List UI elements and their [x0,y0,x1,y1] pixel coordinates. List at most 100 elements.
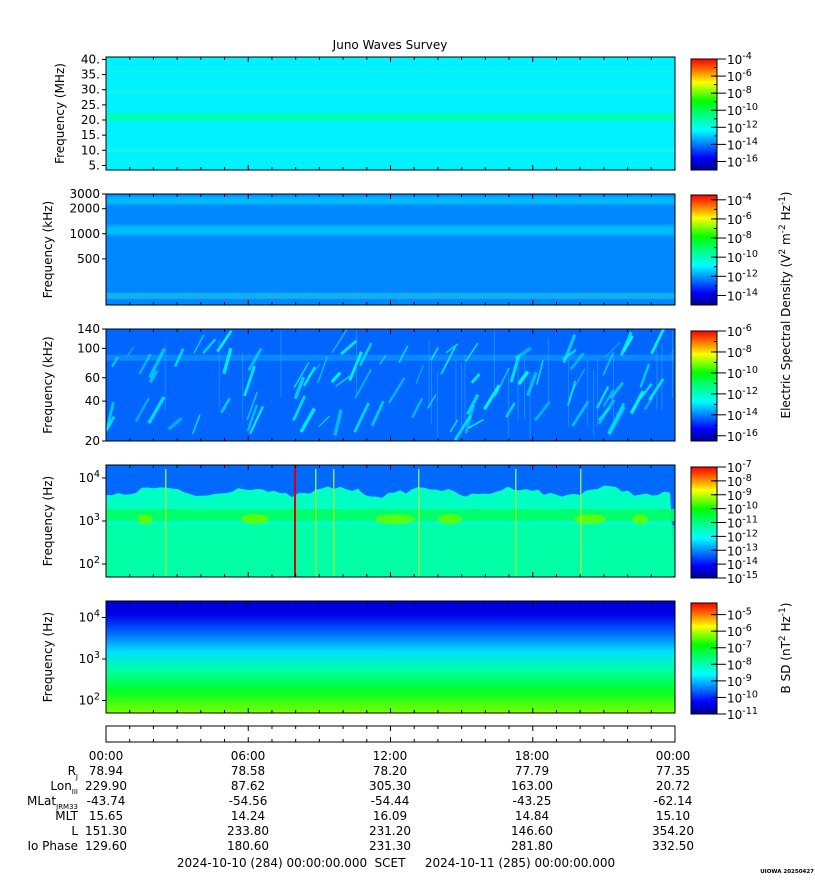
ephemeris-value: 129.60 [85,839,127,853]
y-tick-label: 60 [85,371,100,385]
ephemeris-value: -43.25 [513,794,552,808]
y-tick-label: 100 [77,341,100,355]
colorbar-tick-label: 10-16 [727,153,758,169]
colorbar-tick-label: 10-8 [727,344,752,360]
ephemeris-value: 78.58 [231,764,265,778]
ephemeris-value: -43.74 [87,794,126,808]
colorbar-tick-label: 10-9 [727,673,752,689]
ephemeris-value: 281.80 [511,839,553,853]
y-tick-label: 20 [85,434,100,448]
colorbar-label-electric: Electric Spectral Density (V2 m-2 Hz-1) [778,191,793,418]
time-tick-label: 00:00 [89,749,124,763]
y-axis-label: Frequency (Hz) [41,612,55,703]
colorbar-label-magnetic: B SD (nT2 Hz-1) [778,603,793,694]
colorbar-tick-label: 10-15 [727,570,758,586]
ephemeris-value: 231.20 [369,824,411,838]
scet-range-end: 2024-10-11 (285) 00:00:00.000 [425,856,615,870]
spectrogram-3 [106,329,675,441]
spectrogram-1 [106,57,675,170]
colorbar-tick-label: 10-4 [727,51,752,67]
burst-spike [294,465,296,577]
emission-band [106,113,675,121]
y-tick-label: 104 [79,469,100,485]
ephemeris-value: 180.60 [227,839,269,853]
y-tick-label: 103 [79,650,100,666]
y-tick-label: 3000 [69,187,100,201]
ephemeris-value: 78.20 [373,764,407,778]
y-tick-label: 2000 [69,202,100,216]
time-tick-label: 06:00 [231,749,266,763]
ephemeris-value: 354.20 [652,824,694,838]
emission-band [106,196,675,205]
colorbar-tick-label: 10-7 [727,640,752,656]
ephemeris-value: 151.30 [85,824,127,838]
time-axis: 00:00 06:00 12:00 18:00 00:00 RJ 78.94 78.58 78.… [27,725,694,853]
colorbar-tick-label: 10-5 [727,607,752,623]
ephemeris-row-label: MLT [55,809,78,823]
y-tick-label: 20. [81,113,100,127]
colorbar-tick-label: 10-12 [727,119,758,135]
y-tick-label: 102 [79,555,100,571]
spectrogram-5 [106,601,675,713]
ephemeris-value: 20.72 [656,779,690,793]
colorbar-tick-label: 10-4 [727,192,752,208]
spectrogram-2 [106,194,675,305]
ephemeris-value: 16.09 [373,809,407,823]
ephemeris-value: -54.56 [229,794,268,808]
ephemeris-value: -62.14 [654,794,693,808]
y-axis-label: Frequency (Hz) [41,476,55,567]
spectrogram-4 [106,465,675,577]
ephemeris-value: 233.80 [227,824,269,838]
ephemeris-value: 15.65 [89,809,123,823]
y-tick-label: 104 [79,609,100,625]
ephemeris-value: 231.30 [369,839,411,853]
y-tick-label: 40. [81,52,100,66]
y-axis-label: Frequency (kHz) [41,336,55,433]
y-axis-label: Frequency (kHz) [41,201,55,298]
footer-stamp: UIOWA 20250427 [760,869,814,875]
colorbar-tick-label: 10-6 [727,323,752,339]
y-tick-label: 15. [81,128,100,142]
colorbar-tick-label: 10-6 [727,211,752,227]
ephemeris-row-label: L [71,824,78,838]
ephemeris-value: 77.35 [656,764,690,778]
time-tick-label: 00:00 [656,749,691,763]
colorbar-3: 10-16 10-14 10-12 10-10 10-8 10-6 [690,323,758,444]
y-tick-label: 25. [81,98,100,112]
ephemeris-value: 163.00 [511,779,553,793]
ephemeris-row-label: LonIII [50,779,78,796]
y-tick-label: 103 [79,512,100,528]
ephemeris-row-label: Io Phase [27,839,78,853]
colorbar-tick-label: 10-12 [727,268,758,284]
colorbar-tick-label: 10-6 [727,623,752,639]
y-tick-label: 5. [89,158,100,172]
ephemeris-value: 78.94 [89,764,123,778]
colorbar-tick-label: 10-16 [727,428,758,444]
panel-1: 5.10.15.20.25.30.35. 40. Frequency (MHz) 10… [53,51,758,172]
colorbar-4: 10-1510-1410-1310-1210-1110-1010-910-810… [690,459,758,586]
colorbar-tick-label: 10-8 [727,656,752,672]
y-tick-label: 1000 [69,227,100,241]
colorbar-tick-label: 10-11 [727,706,758,722]
ephemeris-value: -54.44 [371,794,410,808]
ephemeris-value: 87.62 [231,779,265,793]
colorbar-tick-label: 10-10 [727,102,758,118]
y-tick-label: 140 [77,322,100,336]
colorbar-tick-label: 10-10 [727,689,758,705]
scet-label: SCET [375,856,407,870]
ephemeris-value: 146.60 [511,824,553,838]
ephemeris-value: 332.50 [652,839,694,853]
colorbar-tick-label: 10-10 [727,249,758,265]
y-tick-label: 10. [81,143,100,157]
ephemeris-value: 305.30 [369,779,411,793]
colorbar-tick-label: 10-12 [727,386,758,402]
colorbar-tick-label: 10-8 [727,85,752,101]
emission-band [106,225,675,236]
y-tick-label: 102 [79,692,100,708]
ephemeris-value: 229.90 [85,779,127,793]
